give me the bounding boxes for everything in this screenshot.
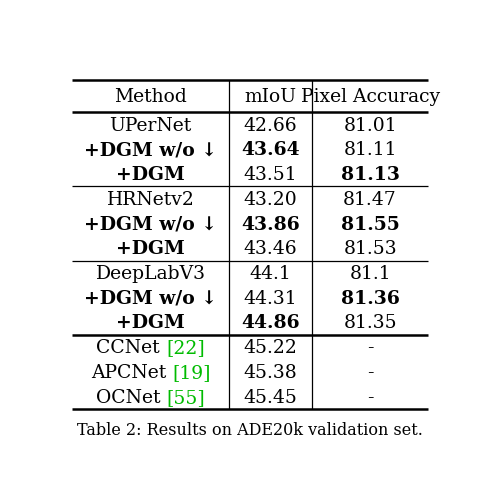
Text: 44.86: 44.86 bbox=[241, 314, 300, 332]
Text: +DGM: +DGM bbox=[116, 240, 185, 258]
Text: 43.20: 43.20 bbox=[244, 190, 297, 208]
Text: mIoU: mIoU bbox=[244, 88, 297, 106]
Text: 45.22: 45.22 bbox=[244, 339, 298, 357]
Text: +DGM w/o ↓: +DGM w/o ↓ bbox=[84, 141, 217, 159]
Text: 81.53: 81.53 bbox=[343, 240, 397, 258]
Text: 43.51: 43.51 bbox=[244, 166, 297, 184]
Text: HRNetv2: HRNetv2 bbox=[106, 190, 195, 208]
Text: 81.47: 81.47 bbox=[343, 190, 397, 208]
Text: 81.13: 81.13 bbox=[341, 166, 400, 184]
Text: DeepLabV3: DeepLabV3 bbox=[96, 265, 205, 283]
Text: Method: Method bbox=[114, 88, 187, 106]
Text: +DGM w/o ↓: +DGM w/o ↓ bbox=[84, 215, 217, 233]
Text: +DGM w/o ↓: +DGM w/o ↓ bbox=[84, 289, 217, 307]
Text: CCNet: CCNet bbox=[96, 339, 166, 357]
Text: 81.36: 81.36 bbox=[341, 289, 400, 307]
Text: Table 2: Results on ADE20k validation set.: Table 2: Results on ADE20k validation se… bbox=[77, 421, 423, 438]
Text: 43.64: 43.64 bbox=[241, 141, 300, 159]
Text: +DGM: +DGM bbox=[116, 314, 185, 332]
Text: 81.55: 81.55 bbox=[341, 215, 400, 233]
Text: -: - bbox=[367, 388, 373, 406]
Text: 43.46: 43.46 bbox=[244, 240, 297, 258]
Text: 81.11: 81.11 bbox=[344, 141, 397, 159]
Text: 44.31: 44.31 bbox=[244, 289, 297, 307]
Text: 81.1: 81.1 bbox=[349, 265, 391, 283]
Text: [22]: [22] bbox=[166, 339, 205, 357]
Text: [55]: [55] bbox=[166, 388, 205, 406]
Text: +DGM: +DGM bbox=[116, 166, 185, 184]
Text: OCNet: OCNet bbox=[96, 388, 166, 406]
Text: -: - bbox=[367, 339, 373, 357]
Text: 81.35: 81.35 bbox=[343, 314, 397, 332]
Text: 45.38: 45.38 bbox=[244, 363, 297, 381]
Text: 43.86: 43.86 bbox=[241, 215, 300, 233]
Text: [19]: [19] bbox=[172, 363, 210, 381]
Text: APCNet: APCNet bbox=[91, 363, 172, 381]
Text: UPerNet: UPerNet bbox=[109, 116, 192, 134]
Text: 45.45: 45.45 bbox=[244, 388, 298, 406]
Text: -: - bbox=[367, 363, 373, 381]
Text: Pixel Accuracy: Pixel Accuracy bbox=[301, 88, 440, 106]
Text: 44.1: 44.1 bbox=[250, 265, 291, 283]
Text: 81.01: 81.01 bbox=[343, 116, 397, 134]
Text: 42.66: 42.66 bbox=[244, 116, 297, 134]
